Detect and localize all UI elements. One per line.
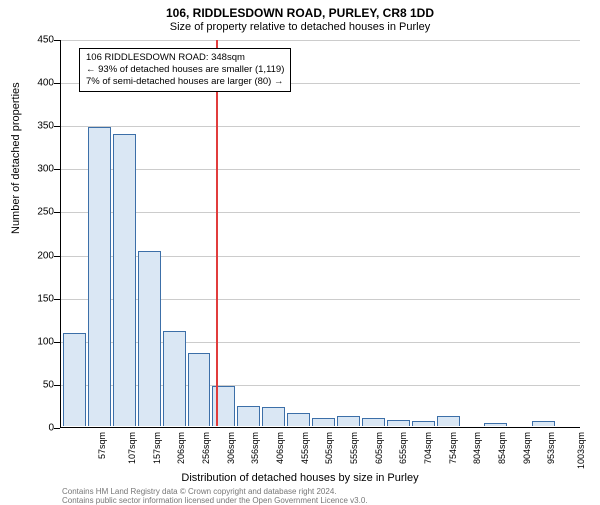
x-tick-label: 356sqm <box>250 432 260 464</box>
histogram-bar <box>412 421 435 426</box>
histogram-bar <box>437 416 460 426</box>
y-tick <box>54 342 60 343</box>
x-tick-label: 157sqm <box>152 432 162 464</box>
y-tick-label: 450 <box>24 35 54 46</box>
plot-area: 106 RIDDLESDOWN ROAD: 348sqm ← 93% of de… <box>60 40 580 428</box>
x-tick-label: 555sqm <box>349 432 359 464</box>
y-axis-label: Number of detached properties <box>10 82 22 234</box>
x-tick-label: 804sqm <box>472 432 482 464</box>
y-tick-label: 400 <box>24 78 54 89</box>
histogram-bar <box>532 421 555 426</box>
histogram-bar <box>237 406 260 426</box>
annotation-line-3: 7% of semi-detached houses are larger (8… <box>86 76 284 88</box>
x-tick-label: 754sqm <box>448 432 458 464</box>
x-tick-label: 206sqm <box>176 432 186 464</box>
bars-container <box>61 39 580 426</box>
x-tick-label: 256sqm <box>201 432 211 464</box>
y-tick <box>54 385 60 386</box>
histogram-bar <box>163 331 186 426</box>
x-tick-label: 704sqm <box>423 432 433 464</box>
y-tick-label: 350 <box>24 121 54 132</box>
histogram-bar <box>138 251 161 426</box>
histogram-bar <box>362 418 385 426</box>
y-tick-label: 250 <box>24 207 54 218</box>
histogram-bar <box>312 418 335 426</box>
x-tick-label: 306sqm <box>226 432 236 464</box>
property-marker-line <box>216 40 218 426</box>
footer-line-2: Contains public sector information licen… <box>62 496 368 505</box>
x-tick-label: 107sqm <box>127 432 137 464</box>
histogram-bar <box>387 420 410 426</box>
x-tick-label: 406sqm <box>275 432 285 464</box>
y-tick-label: 200 <box>24 250 54 261</box>
chart-title-block: 106, RIDDLESDOWN ROAD, PURLEY, CR8 1DD S… <box>0 0 600 33</box>
chart-title: 106, RIDDLESDOWN ROAD, PURLEY, CR8 1DD <box>0 6 600 20</box>
x-tick-label: 904sqm <box>522 432 532 464</box>
y-tick <box>54 40 60 41</box>
y-tick <box>54 428 60 429</box>
x-tick-label: 953sqm <box>546 432 556 464</box>
chart-subtitle: Size of property relative to detached ho… <box>0 21 600 33</box>
x-tick-label: 854sqm <box>497 432 507 464</box>
annotation-box: 106 RIDDLESDOWN ROAD: 348sqm ← 93% of de… <box>79 48 291 92</box>
x-tick-label: 57sqm <box>97 432 107 459</box>
histogram-bar <box>188 353 211 426</box>
x-tick-label: 605sqm <box>374 432 384 464</box>
histogram-bar <box>63 333 86 426</box>
x-tick-label: 655sqm <box>398 432 408 464</box>
histogram-bar <box>88 127 111 426</box>
footer-line-1: Contains HM Land Registry data © Crown c… <box>62 487 368 496</box>
y-tick <box>54 126 60 127</box>
y-tick <box>54 256 60 257</box>
x-tick-label: 1003sqm <box>576 432 586 469</box>
x-tick-label: 455sqm <box>300 432 310 464</box>
y-tick-label: 300 <box>24 164 54 175</box>
y-tick <box>54 169 60 170</box>
chart-area: 106 RIDDLESDOWN ROAD: 348sqm ← 93% of de… <box>60 40 580 428</box>
y-tick-label: 100 <box>24 336 54 347</box>
histogram-bar <box>262 407 285 426</box>
y-tick-label: 150 <box>24 293 54 304</box>
y-tick <box>54 212 60 213</box>
x-tick-label: 505sqm <box>324 432 334 464</box>
y-tick-label: 0 <box>24 423 54 434</box>
footer-attribution: Contains HM Land Registry data © Crown c… <box>62 487 368 505</box>
histogram-bar <box>113 134 136 426</box>
annotation-line-2: ← 93% of detached houses are smaller (1,… <box>86 64 284 76</box>
y-tick <box>54 299 60 300</box>
y-tick <box>54 83 60 84</box>
histogram-bar <box>484 423 507 426</box>
histogram-bar <box>287 413 310 426</box>
y-tick-label: 50 <box>24 379 54 390</box>
annotation-line-1: 106 RIDDLESDOWN ROAD: 348sqm <box>86 52 284 64</box>
histogram-bar <box>337 416 360 426</box>
x-axis-label: Distribution of detached houses by size … <box>0 472 600 484</box>
